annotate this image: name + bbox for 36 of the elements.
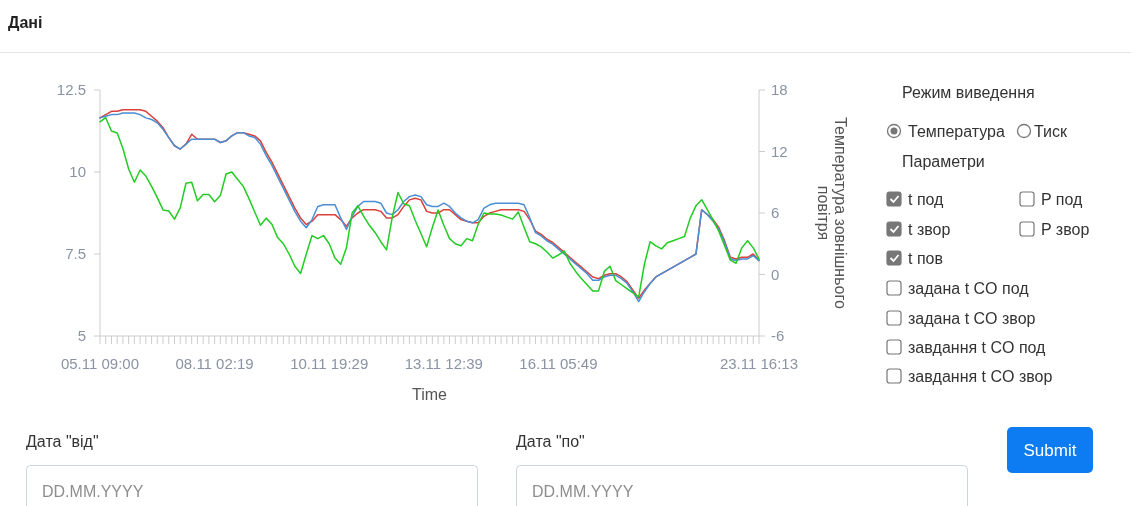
- text: задана t CO под: [908, 280, 1030, 297]
- text: P под: [1041, 191, 1084, 208]
- y2-axis-title: Температура зовнішнього повітря: [814, 117, 849, 309]
- y-tick-label: 7.5: [65, 245, 86, 263]
- text: Температура: [908, 123, 1006, 140]
- text: t под: [908, 191, 945, 208]
- x-tick-label: 13.11 12:39: [404, 355, 483, 372]
- text: Тиск: [1034, 123, 1069, 140]
- y2-tick-label: 0: [771, 265, 780, 283]
- x-tick-label: 10.11 19:29: [290, 355, 369, 372]
- text: Дата "від": [26, 433, 99, 450]
- x-tick-label: 23.11 16:13: [719, 355, 799, 372]
- text: завдання t CO звор: [908, 368, 1053, 385]
- y2-tick-label: -6: [771, 327, 785, 345]
- text-field: DD.MM.YYYY: [26, 465, 478, 506]
- y-tick-label: 10: [69, 163, 86, 181]
- text-field: DD.MM.YYYY: [516, 465, 968, 506]
- x-tick-label: 16.11 05:49: [519, 355, 598, 372]
- y2-tick-label: 6: [771, 204, 780, 222]
- text: Параметри: [902, 153, 985, 170]
- text: задана t CO звор: [908, 310, 1036, 327]
- y2-tick-label: 18: [771, 81, 788, 99]
- chart-title: Дані: [8, 14, 43, 31]
- y-tick-label: 12.5: [56, 81, 86, 99]
- x-tick-label: 05.11 09:00: [60, 355, 140, 372]
- text: P звор: [1041, 221, 1090, 238]
- text: завдання t CO под: [908, 339, 1047, 356]
- y2-tick-label: 12: [771, 142, 788, 160]
- x-tick-label: 08.11 02:19: [175, 355, 254, 372]
- text: Дата "по": [516, 433, 585, 450]
- text: Режим виведення: [902, 84, 1035, 101]
- text: t звор: [908, 221, 951, 238]
- x-axis-title: Time: [412, 386, 448, 403]
- submit-button: Submit: [1007, 427, 1093, 473]
- y-tick-label: 5: [77, 327, 86, 345]
- text: t пов: [908, 250, 943, 267]
